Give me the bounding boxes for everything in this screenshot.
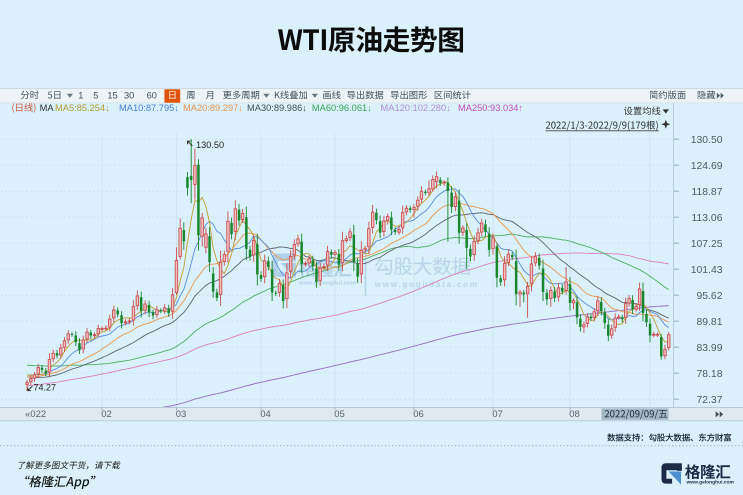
svg-text:30: 30 (124, 90, 134, 100)
svg-text:MA10:87.795↓: MA10:87.795↓ (119, 103, 179, 113)
svg-text:05: 05 (334, 409, 345, 420)
svg-text:1: 1 (78, 90, 83, 100)
svg-text:«022: «022 (25, 409, 46, 420)
svg-text:www.gelonghui.com: www.gelonghui.com (686, 480, 735, 486)
svg-text:MA250:93.034↑: MA250:93.034↑ (458, 103, 523, 113)
svg-text:02: 02 (101, 409, 112, 420)
svg-text:107.25: 107.25 (691, 239, 723, 250)
svg-text:72.37: 72.37 (696, 395, 722, 406)
svg-text:03: 03 (176, 409, 187, 420)
svg-text:130.50: 130.50 (691, 135, 723, 146)
svg-text:04: 04 (260, 409, 271, 420)
svg-text:60: 60 (147, 90, 157, 100)
svg-text:www.gogudata.com: www.gogudata.com (374, 280, 479, 289)
svg-text:MA120:102.280↓: MA120:102.280↓ (381, 103, 451, 113)
svg-text:74.27: 74.27 (34, 382, 57, 392)
svg-text:08: 08 (569, 409, 580, 420)
svg-text:113.06: 113.06 (691, 213, 722, 224)
svg-text:124.69: 124.69 (691, 161, 723, 172)
svg-text:MA30:89.986↓: MA30:89.986↓ (247, 103, 307, 113)
svg-text:MA60:96.061↓: MA60:96.061↓ (312, 103, 372, 113)
svg-text:83.99: 83.99 (696, 343, 722, 354)
svg-text:15: 15 (107, 90, 117, 100)
svg-text:06: 06 (413, 409, 424, 420)
svg-text:95.62: 95.62 (696, 291, 722, 302)
svg-text:5: 5 (93, 90, 98, 100)
svg-text:118.87: 118.87 (691, 187, 722, 198)
svg-text:MA: MA (40, 103, 55, 113)
svg-text:www.gelonghui.com: www.gelonghui.com (298, 280, 356, 286)
svg-text:130.50: 130.50 (196, 140, 224, 150)
svg-text:78.18: 78.18 (696, 369, 722, 380)
svg-text:07: 07 (492, 409, 503, 420)
svg-text:89.81: 89.81 (696, 317, 722, 328)
svg-text:MA20:89.297↓: MA20:89.297↓ (183, 103, 243, 113)
svg-text:MA5:85.254↓: MA5:85.254↓ (55, 103, 110, 113)
svg-text:101.43: 101.43 (691, 265, 723, 276)
